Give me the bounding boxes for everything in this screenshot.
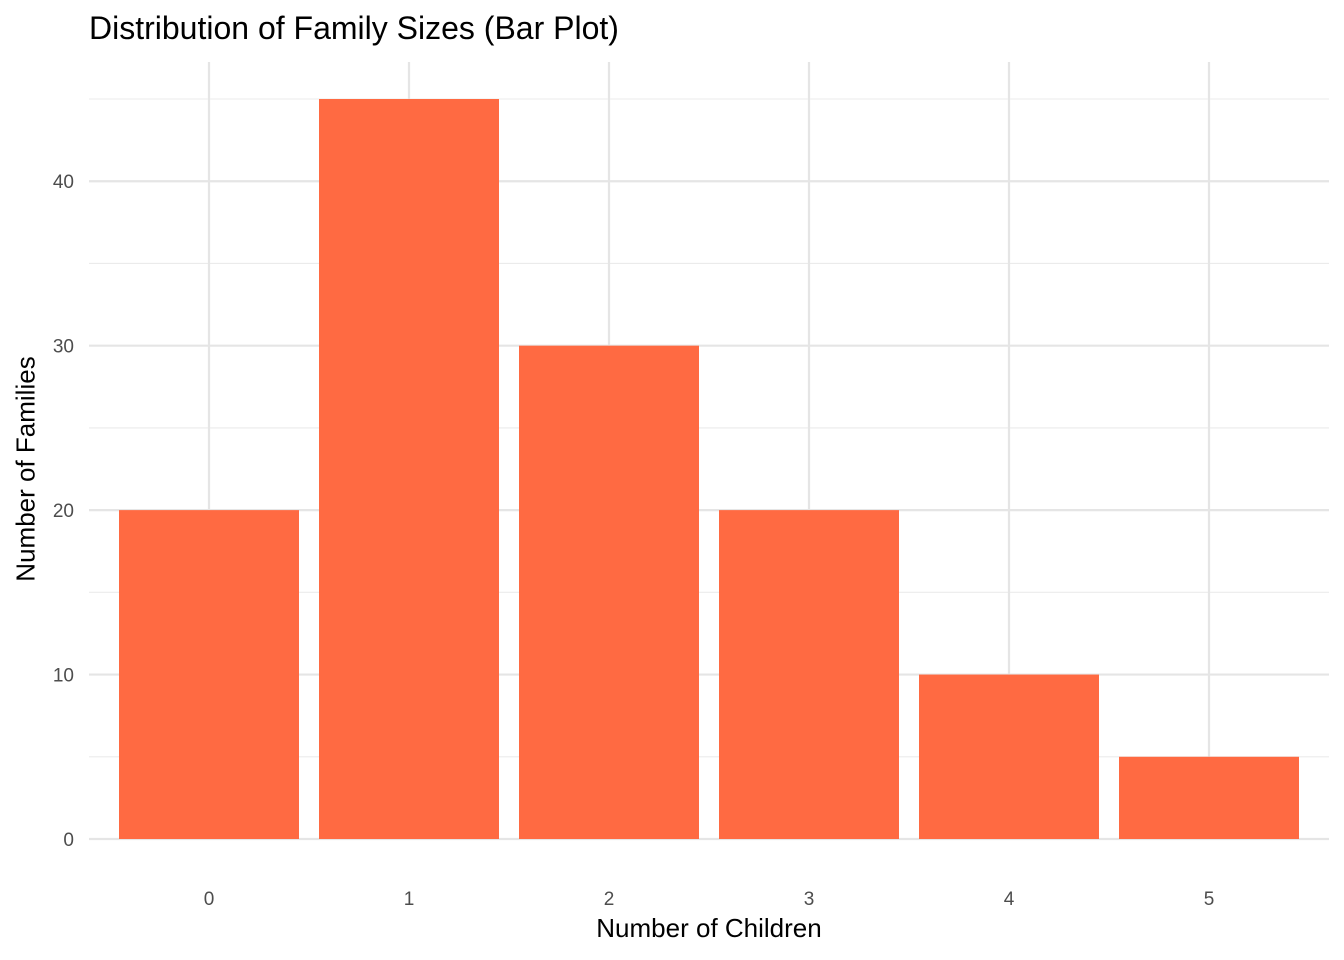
- chart-title: Distribution of Family Sizes (Bar Plot): [89, 10, 619, 46]
- y-tick-label: 0: [63, 830, 74, 851]
- bar-2: [519, 345, 699, 839]
- y-tick-label: 30: [53, 337, 74, 358]
- bar-3: [719, 510, 899, 839]
- y-tick-labels: 0 10 20 30 40: [53, 172, 74, 851]
- bars: [119, 99, 1299, 839]
- bar-5: [1119, 756, 1299, 839]
- x-tick-labels: 0 1 2 3 4 5: [204, 889, 1215, 910]
- y-axis-label: Number of Families: [10, 356, 41, 582]
- x-tick-label: 1: [404, 889, 415, 910]
- x-tick-label: 4: [1004, 889, 1015, 910]
- x-tick-label: 2: [604, 889, 615, 910]
- bar-4: [919, 674, 1099, 839]
- x-axis-label: Number of Children: [596, 913, 822, 943]
- y-tick-label: 20: [53, 501, 74, 522]
- bar-0: [119, 510, 299, 839]
- bar-1: [319, 99, 499, 839]
- x-tick-label: 5: [1204, 889, 1215, 910]
- x-tick-label: 3: [804, 889, 815, 910]
- y-tick-label: 10: [53, 666, 74, 687]
- y-tick-label: 40: [53, 172, 74, 193]
- x-tick-label: 0: [204, 889, 215, 910]
